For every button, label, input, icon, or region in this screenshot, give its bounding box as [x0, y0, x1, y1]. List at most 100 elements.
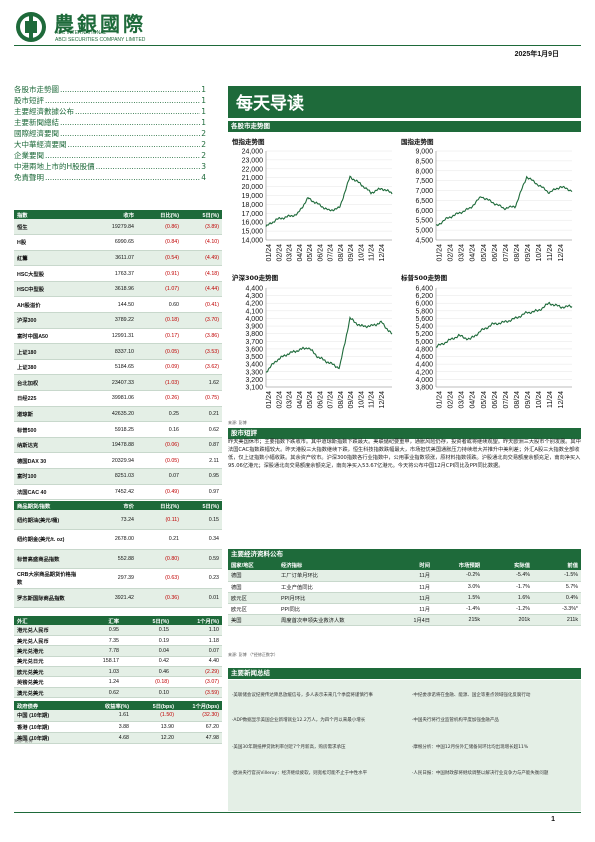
- toc-item-page: 2: [201, 140, 206, 149]
- table-header-cell: 5日(%): [122, 616, 172, 625]
- table-cell: 富时100: [14, 468, 82, 485]
- table-cell: 0.15: [122, 625, 172, 636]
- toc-item-label: 主要經濟數據公布: [14, 107, 74, 116]
- table-cell: 297.39: [82, 568, 137, 589]
- y-tick-label: 6,000: [415, 208, 433, 215]
- series-line: [265, 316, 393, 373]
- table-cell: 2678.00: [82, 529, 137, 550]
- bonds-source: 来源: 彭博: [14, 738, 33, 743]
- table-cell: 12991.31: [82, 328, 137, 345]
- toc-item-page: 2: [201, 129, 206, 138]
- news-item: ·美联储会议纪要传达降息放缓信号，多人表示未来几个季度将谨慎行事: [232, 693, 373, 698]
- index-row: 法国CAC 40 7452.42 (0.49) 0.97: [14, 484, 222, 501]
- economic-data-header: 主要经济资料公布: [228, 549, 581, 560]
- x-tick-label: 05/24: [307, 244, 314, 262]
- x-tick-label: 05/24: [307, 391, 314, 409]
- news-header: 主要新闻总结: [228, 668, 581, 679]
- x-tick-label: 09/24: [348, 391, 355, 409]
- table-cell: 0.07: [172, 645, 222, 657]
- y-tick-label: 4,500: [415, 238, 433, 245]
- table-cell: 42635.20: [82, 406, 137, 423]
- table-cell: 0.59: [182, 549, 222, 569]
- table-cell: 恒生: [14, 219, 82, 236]
- x-tick-label: 01/24: [266, 244, 273, 262]
- y-tick-label: 3,800: [245, 331, 263, 338]
- toc-item-page: 3: [201, 162, 206, 171]
- y-tick-label: 19,000: [242, 193, 264, 200]
- toc-item[interactable]: 中港兩地上市的H股股價.............................…: [14, 161, 206, 172]
- table-cell: (3.07): [172, 676, 222, 688]
- y-tick-label: 14,000: [242, 238, 264, 245]
- series-line: [265, 175, 393, 227]
- eco-cell: 美国: [228, 614, 278, 626]
- table-cell: 0.25: [137, 406, 182, 423]
- table-cell: (0.75): [182, 390, 222, 407]
- table-header-cell: 日比(%): [137, 501, 182, 510]
- x-tick-label: 08/24: [514, 244, 521, 262]
- table-cell: 13.90: [132, 721, 177, 733]
- y-tick-label: 4,300: [245, 293, 263, 300]
- eco-cell: 215k: [433, 614, 483, 626]
- indices-table: 指數 收市 日比(%) 5日(%) 恒生 19279.84 (0.86) (3.89) H股 69…: [14, 210, 222, 501]
- toc-item[interactable]: 主要經濟數據公布................................…: [14, 106, 206, 117]
- toc-item-label: 股市短評: [14, 96, 44, 105]
- table-cell: 47.98: [177, 732, 222, 744]
- abc-logo: [16, 12, 46, 42]
- x-tick-label: 02/24: [276, 391, 283, 409]
- y-tick-label: 5,000: [415, 339, 433, 346]
- table-cell: 台北加权: [14, 374, 82, 392]
- table-cell: (3.59): [172, 687, 222, 699]
- eco-cell: 11月: [383, 581, 433, 593]
- table-cell: (0.49): [137, 484, 182, 501]
- table-cell: 0.21: [137, 529, 182, 550]
- table-cell: 0.23: [182, 568, 222, 589]
- news-item: ·中纪委承诺将在金融、能源、国企等重点领域强化反腐行动: [412, 693, 531, 698]
- eco-cell: 11月: [383, 603, 433, 615]
- x-tick-label: 12/24: [558, 244, 565, 262]
- toc-item[interactable]: 企業要聞....................................…: [14, 150, 206, 161]
- table-cell: 0.95: [82, 625, 122, 636]
- eco-cell: 1.5%: [433, 592, 483, 604]
- eco-row: 美国 周度首次申领失业救济人数 1月4日 215k 201k 211k: [228, 614, 581, 626]
- toc-item-page: 4: [201, 173, 206, 182]
- y-tick-label: 5,000: [415, 228, 433, 235]
- fx-row: 美元兑日元 158.17 0.42 4.40: [14, 656, 222, 668]
- chart-title-spx: 标普500走势图: [401, 274, 448, 282]
- x-tick-label: 07/24: [328, 244, 335, 262]
- x-tick-label: 01/24: [437, 391, 444, 409]
- toc-item[interactable]: 主要新聞總結..................................…: [14, 117, 206, 128]
- table-cell: 1.24: [82, 676, 122, 688]
- y-tick-label: 4,200: [415, 369, 433, 376]
- y-tick-label: 5,800: [415, 308, 433, 315]
- table-cell: 3789.22: [82, 312, 137, 329]
- toc-item[interactable]: 國際經濟要聞..................................…: [14, 128, 206, 139]
- toc-item[interactable]: 免責聲明....................................…: [14, 172, 206, 183]
- table-cell: (0.11): [137, 510, 182, 530]
- table-cell: 纽约期油(美元/桶): [14, 510, 82, 530]
- table-cell: 0.01: [182, 588, 222, 608]
- market-comment-header: 股市短評: [228, 428, 581, 439]
- eco-header-cell: 实际值: [483, 560, 533, 570]
- toc-item[interactable]: 股市短評....................................…: [14, 95, 206, 106]
- y-tick-label: 4,400: [415, 362, 433, 369]
- toc-item[interactable]: 大中華經濟要聞.................................…: [14, 139, 206, 150]
- charts-section-header: 各股市走势图: [228, 121, 581, 132]
- x-tick-label: 07/24: [328, 391, 335, 409]
- fx-row: 港元兑人民币 0.95 0.15 1.10: [14, 625, 222, 636]
- chart-hscei: 9,000 8,500 8,000 7,500 7,000 6,500 6,000 5,500…: [415, 149, 573, 262]
- index-row: 标普500 5918.25 0.16 0.62: [14, 421, 222, 438]
- chart-title-hscei: 国指走势图: [401, 138, 434, 146]
- x-tick-label: 08/24: [338, 244, 345, 262]
- chart-csi300: 4,4004,3004,2004,1004,0003,9003,8003,700…: [245, 286, 393, 409]
- x-tick-label: 11/24: [547, 391, 554, 408]
- toc-item[interactable]: 各股市走勢圖..................................…: [14, 84, 206, 95]
- toc-leader: ........................................…: [45, 96, 200, 105]
- y-tick-label: 5,400: [415, 324, 433, 331]
- table-header-cell: 5日(%): [182, 210, 222, 219]
- table-cell: 5918.25: [82, 421, 137, 438]
- y-tick-label: 24,000: [242, 149, 264, 156]
- y-tick-label: 18,000: [242, 202, 264, 209]
- table-header-cell: 5日(%): [182, 501, 222, 510]
- y-tick-label: 5,500: [415, 218, 433, 225]
- index-row: 德国DAX 30 20329.94 (0.05) 2.11: [14, 452, 222, 469]
